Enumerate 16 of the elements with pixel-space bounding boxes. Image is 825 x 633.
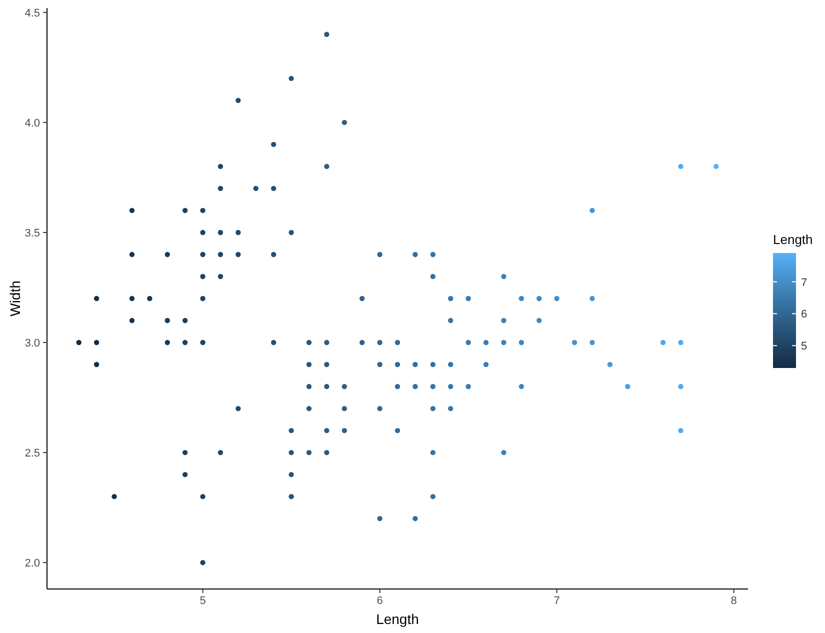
x-axis-title: Length [376, 611, 419, 627]
y-tick-label: 2.0 [24, 558, 40, 570]
x-tick-label: 8 [730, 595, 737, 607]
color-bar-label: 7 [801, 276, 808, 289]
y-tick-label: 4.0 [24, 117, 40, 130]
y-tick-label: 4.5 [24, 7, 40, 20]
color-bar-label: 5 [801, 340, 808, 353]
y-axis-title: Width [7, 280, 23, 316]
color-bar-label: 6 [801, 308, 808, 321]
x-tick-label: 5 [200, 595, 206, 607]
y-tick-label: 3.5 [24, 227, 40, 240]
x-tick-label: 6 [376, 595, 383, 607]
y-tick-label: 3.0 [24, 338, 40, 350]
y-tick-label: 2.5 [24, 448, 40, 460]
color-bar-title: Length [773, 232, 813, 247]
x-tick-label: 7 [554, 595, 560, 607]
